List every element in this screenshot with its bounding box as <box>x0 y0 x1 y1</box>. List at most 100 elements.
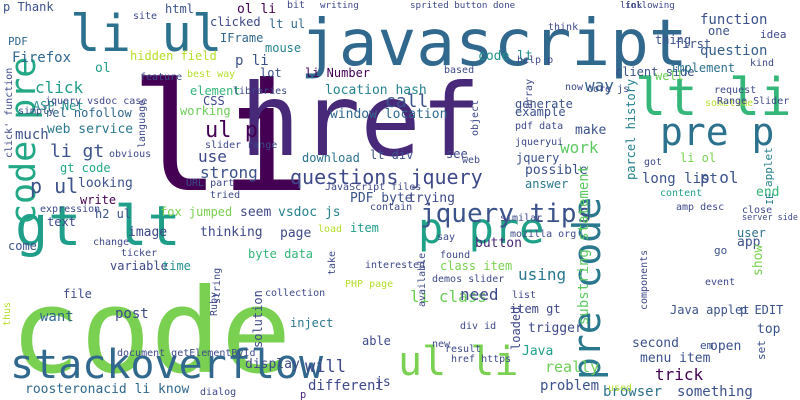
word-thinking: thinking <box>200 225 263 240</box>
word-javascript-files: JavaScript files <box>325 182 421 193</box>
word-trigger: trigger <box>528 321 583 336</box>
word-substring-statement: substring statement <box>576 165 592 325</box>
word-variable: variable <box>110 259 168 273</box>
word-core-js: core js <box>587 84 629 95</box>
word-questions-jquery: questions jquery <box>290 165 483 189</box>
word-trick: trick <box>655 365 704 384</box>
word-pdf: PDF <box>8 35 28 48</box>
word-client-side: client side <box>615 65 694 79</box>
word-item: item <box>350 221 379 235</box>
word-now: now <box>565 82 584 93</box>
word-idea: idea <box>760 28 787 41</box>
word-way: way <box>585 76 614 95</box>
word-long-list: long list <box>642 171 718 187</box>
word-ul-p: ul p <box>205 118 258 143</box>
word-answer: answer <box>525 177 568 191</box>
word-following: following <box>625 0 675 11</box>
word-pdf-data: pdf data <box>515 121 563 132</box>
word-gt-code: gt code <box>60 161 111 175</box>
word-li-number: li Number <box>305 66 370 80</box>
word-help-p: help p <box>517 55 553 66</box>
word-rel-nofollow: rel nofollow <box>45 106 132 120</box>
word-feature: feature <box>140 72 182 83</box>
word-jquery-tips: jquery tips <box>420 199 592 229</box>
word-php-page: PHP page <box>345 279 393 290</box>
word-page: page <box>280 226 311 241</box>
word-take: take <box>327 251 338 275</box>
word-tried: tried <box>210 190 240 201</box>
word-li-class: li class <box>410 287 487 306</box>
word-image: image <box>128 225 167 240</box>
word-libraries: libraries <box>233 86 287 97</box>
word-element: element <box>190 84 241 98</box>
word-ul-li: ul li <box>398 339 518 385</box>
word-fox-jumped: fox jumped <box>160 205 232 219</box>
word-post: post <box>115 306 149 322</box>
word-iframe: IFrame <box>220 31 263 45</box>
word-applet: applet <box>762 147 775 187</box>
word-site: site <box>133 11 157 22</box>
word-lt-li: lt li <box>635 68 792 128</box>
word-use: use <box>198 147 227 166</box>
word-java: Java <box>522 344 553 359</box>
word-sprited-button: sprited button <box>410 0 487 11</box>
word-trying: trying <box>408 191 455 206</box>
word-similar: similar <box>500 213 542 224</box>
word-p-ul: p ul <box>30 174 78 198</box>
word-one: one <box>708 24 730 38</box>
word-really: really <box>545 358 599 376</box>
word-expression: expression <box>40 204 100 215</box>
word-pre-p: pre p <box>660 110 774 154</box>
word-p: p <box>300 389 306 400</box>
word-writing: writing <box>320 0 359 11</box>
word-question: question <box>700 43 767 59</box>
word-display: display <box>245 357 300 372</box>
word-hidden-field: hidden field <box>130 49 217 63</box>
word-go: go <box>714 244 727 257</box>
word-open: open <box>710 339 741 354</box>
word-collection: collection <box>265 288 325 299</box>
word-click: click <box>35 78 84 97</box>
word-language: language <box>137 100 148 148</box>
word-dialog: dialog <box>200 387 236 398</box>
word-possible: possible <box>525 163 588 178</box>
word-ticker: ticker <box>121 248 157 259</box>
word-got: got <box>644 157 662 168</box>
word-best-way: best way <box>187 69 235 80</box>
word-call: call <box>385 91 428 112</box>
word-make: make <box>575 123 606 138</box>
word-user: user <box>737 226 766 240</box>
word-li: li <box>130 52 311 226</box>
word-js: js <box>375 375 391 390</box>
word-bit: bit <box>287 0 305 11</box>
word-server-side: server side <box>742 212 798 222</box>
word-java-applet: Java applet <box>670 303 749 317</box>
word-range-slider: Range Slider <box>717 96 789 107</box>
word-seem: seem <box>240 205 271 220</box>
word-list: list <box>512 290 536 301</box>
word-set: set <box>755 340 768 360</box>
word-something: something <box>677 384 753 400</box>
word-found: found <box>440 250 470 261</box>
word-css: CSS <box>203 94 225 108</box>
word-mouse: mouse <box>265 41 301 55</box>
word-end: end <box>756 185 779 200</box>
word-event: event <box>705 277 735 288</box>
word-result: result <box>445 344 481 355</box>
word-using: using <box>518 265 566 284</box>
word-new: new <box>432 339 451 350</box>
word-well: well <box>655 69 684 83</box>
word-jqueryui: jqueryui <box>515 137 563 148</box>
word-solution: solution <box>251 290 265 348</box>
word-roosteronacid-li-know: roosteronacid li know <box>25 382 190 397</box>
word-ie: IE <box>765 193 776 205</box>
word-li-ul: li ul <box>70 4 222 63</box>
word-lt-ul: lt ul <box>269 17 305 31</box>
word-code: code <box>10 264 291 400</box>
word-say: say <box>437 232 455 243</box>
word-vsdoc-js: vsdoc js <box>278 205 341 220</box>
word-close: close <box>742 205 772 216</box>
word-available: available <box>417 253 428 307</box>
